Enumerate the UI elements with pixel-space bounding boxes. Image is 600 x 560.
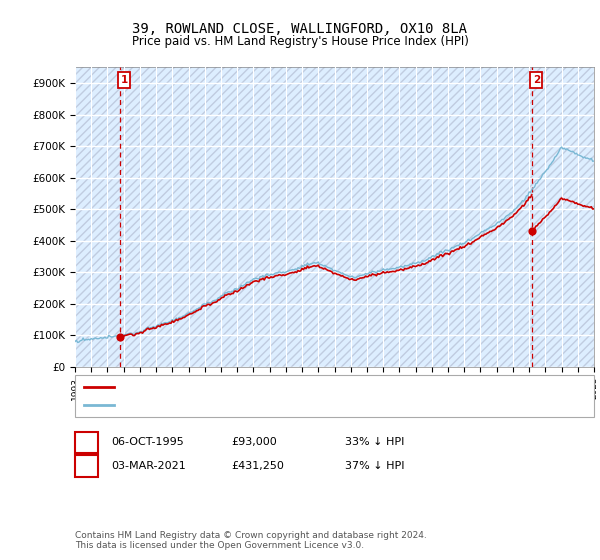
Text: 1: 1 xyxy=(83,437,90,447)
Text: £93,000: £93,000 xyxy=(231,437,277,447)
Text: 2: 2 xyxy=(83,461,90,471)
Text: Contains HM Land Registry data © Crown copyright and database right 2024.
This d: Contains HM Land Registry data © Crown c… xyxy=(75,531,427,550)
Text: 1: 1 xyxy=(121,75,128,85)
Text: HPI: Average price, detached house, South Oxfordshire: HPI: Average price, detached house, Sout… xyxy=(120,400,395,410)
Text: 37% ↓ HPI: 37% ↓ HPI xyxy=(345,461,404,471)
Text: 03-MAR-2021: 03-MAR-2021 xyxy=(111,461,186,471)
Point xyxy=(527,226,536,235)
Text: 33% ↓ HPI: 33% ↓ HPI xyxy=(345,437,404,447)
Point xyxy=(115,333,124,342)
Text: £431,250: £431,250 xyxy=(231,461,284,471)
Text: 39, ROWLAND CLOSE, WALLINGFORD, OX10 8LA: 39, ROWLAND CLOSE, WALLINGFORD, OX10 8LA xyxy=(133,22,467,36)
Text: 2: 2 xyxy=(533,75,540,85)
Text: 06-OCT-1995: 06-OCT-1995 xyxy=(111,437,184,447)
Text: Price paid vs. HM Land Registry's House Price Index (HPI): Price paid vs. HM Land Registry's House … xyxy=(131,35,469,48)
Text: 39, ROWLAND CLOSE, WALLINGFORD, OX10 8LA (detached house): 39, ROWLAND CLOSE, WALLINGFORD, OX10 8LA… xyxy=(120,381,452,391)
